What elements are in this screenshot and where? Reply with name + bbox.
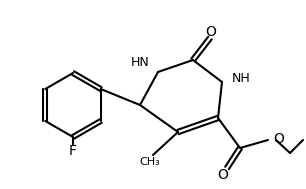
Text: F: F <box>69 144 77 158</box>
Text: NH: NH <box>232 71 251 84</box>
Text: O: O <box>273 132 284 146</box>
Text: O: O <box>206 25 216 39</box>
Text: HN: HN <box>131 56 150 68</box>
Text: O: O <box>218 168 229 182</box>
Text: CH₃: CH₃ <box>140 157 160 167</box>
